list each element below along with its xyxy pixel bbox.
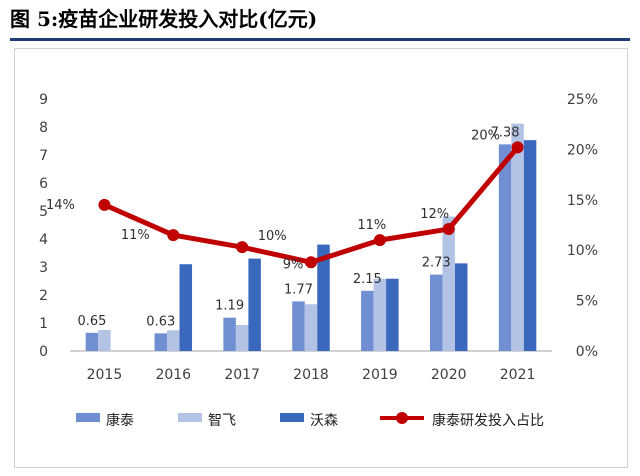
y-left-tick-label: 5 bbox=[39, 204, 48, 220]
ratio-line bbox=[98, 141, 524, 269]
x-tick-label: 2015 bbox=[87, 367, 123, 383]
y-left-tick-label: 9 bbox=[39, 92, 48, 108]
bar-1-2019 bbox=[361, 290, 374, 351]
y-left-tick-label: 7 bbox=[39, 148, 48, 164]
bar-1-2016 bbox=[154, 333, 168, 351]
bar-3-2021 bbox=[523, 140, 537, 351]
bar-2-2015 bbox=[98, 330, 111, 351]
axes: 0 1 2 3 4 5 6 7 8 9 0% 5% 10% 15% 20% 25% 2015 2016 2017 20… bbox=[39, 92, 598, 383]
ratio-value-label: 10% bbox=[258, 229, 287, 244]
x-tick-label: 2019 bbox=[362, 367, 398, 383]
y-right-tick-label: 20% bbox=[567, 142, 598, 158]
bar-1-2021 bbox=[498, 144, 512, 351]
bar-3-2019 bbox=[386, 278, 399, 351]
bar-2-2016 bbox=[167, 330, 180, 351]
y-left-tick-label: 6 bbox=[39, 176, 48, 192]
ratio-line-path bbox=[103, 145, 520, 265]
legend-swatch-3 bbox=[280, 413, 304, 422]
ratio-value-label: 9% bbox=[283, 257, 304, 272]
bar-3-2017 bbox=[248, 258, 261, 351]
ratio-point-2019 bbox=[373, 234, 386, 247]
ratio-point-2016 bbox=[167, 229, 180, 242]
bar-value-label: 2.15 bbox=[353, 272, 382, 287]
y-right-tick-label: 5% bbox=[576, 294, 598, 310]
bar-1-2020 bbox=[429, 274, 443, 351]
legend-swatch-1 bbox=[76, 413, 100, 422]
legend-label: 康泰研发投入占比 bbox=[432, 412, 544, 429]
bar-1-2015 bbox=[85, 332, 99, 351]
bar-value-label: 1.19 bbox=[215, 299, 244, 314]
bar-2-2017 bbox=[235, 324, 249, 351]
y-right-tick-label: 0% bbox=[576, 344, 598, 360]
ratio-value-label: 12% bbox=[420, 207, 449, 222]
legend-swatch-2 bbox=[178, 413, 202, 422]
bar-value-label: 0.63 bbox=[146, 314, 175, 329]
y-left-tick-label: 1 bbox=[39, 316, 48, 332]
y-left-tick-label: 3 bbox=[39, 260, 48, 276]
bar-1-2017 bbox=[223, 317, 236, 351]
bar-2-2021 bbox=[511, 123, 524, 351]
legend: 康泰 智飞 沃森 康泰研发投入占比 bbox=[76, 412, 544, 429]
y-right-tick-label: 10% bbox=[567, 243, 598, 259]
x-tick-label: 2017 bbox=[224, 367, 260, 383]
bar-value-label: 7.38 bbox=[491, 125, 520, 140]
ratio-value-label: 11% bbox=[121, 228, 150, 243]
ratio-value-label: 20% bbox=[471, 128, 500, 143]
bar-value-label: 2.73 bbox=[422, 256, 451, 271]
bar-2-2019 bbox=[373, 278, 387, 351]
ratio-value-label: 14% bbox=[46, 198, 75, 213]
bars bbox=[85, 123, 537, 351]
legend-label: 智飞 bbox=[208, 413, 236, 429]
ratio-point-2015 bbox=[98, 198, 111, 211]
bar-value-label: 1.77 bbox=[284, 282, 313, 297]
x-tick-label: 2016 bbox=[155, 367, 191, 383]
legend-label: 沃森 bbox=[310, 413, 338, 429]
bar-3-2020 bbox=[454, 263, 468, 351]
ratio-point-2018 bbox=[305, 256, 317, 269]
bar-3-2018 bbox=[317, 244, 330, 351]
y-left-tick-label: 4 bbox=[39, 232, 48, 248]
legend-label: 康泰 bbox=[106, 412, 134, 429]
ratio-point-2017 bbox=[236, 241, 249, 254]
y-left-tick-label: 0 bbox=[39, 344, 48, 360]
data-labels: 0.65 0.63 1.19 1.77 2.15 2.73 7.38 14% 11% 10% 9% 1… bbox=[46, 125, 520, 329]
bar-3-2016 bbox=[179, 264, 193, 351]
bar-2-2020 bbox=[442, 216, 455, 351]
y-left-tick-label: 2 bbox=[39, 288, 48, 304]
x-tick-label: 2021 bbox=[500, 367, 536, 383]
bar-1-2018 bbox=[292, 301, 305, 351]
bar-2-2018 bbox=[304, 304, 318, 351]
ratio-point-2020 bbox=[442, 223, 455, 236]
x-tick-label: 2020 bbox=[431, 367, 467, 383]
y-left-tick-label: 8 bbox=[39, 120, 48, 136]
y-right-tick-label: 25% bbox=[567, 92, 598, 108]
figure-title: 图 5:疫苗企业研发投入对比(亿元) bbox=[10, 7, 318, 31]
ratio-point-2021 bbox=[511, 141, 524, 154]
bar-value-label: 0.65 bbox=[77, 314, 106, 329]
ratio-value-label: 11% bbox=[357, 218, 386, 233]
y-right-tick-label: 15% bbox=[567, 193, 598, 209]
legend-line-marker bbox=[396, 412, 408, 424]
x-tick-label: 2018 bbox=[293, 367, 329, 383]
title-rule bbox=[10, 38, 630, 41]
